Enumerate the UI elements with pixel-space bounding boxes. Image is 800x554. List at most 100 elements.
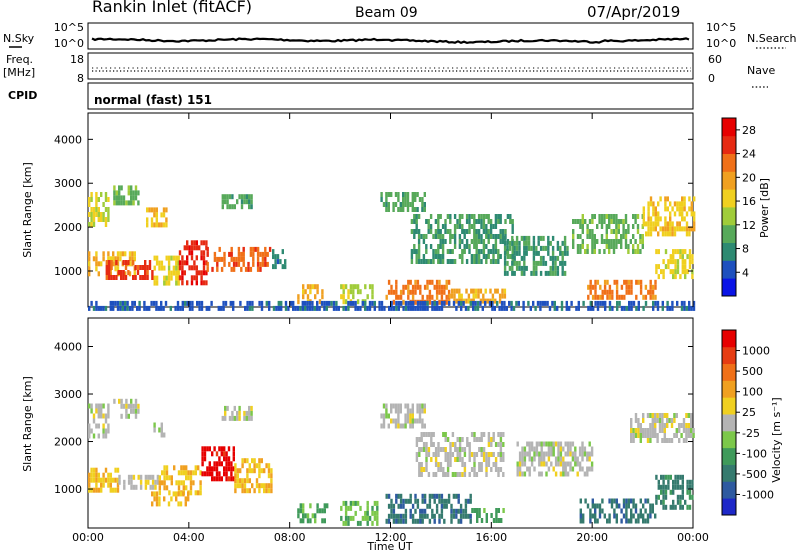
range-cell (417, 214, 421, 219)
range-cell (559, 245, 562, 251)
range-cell (321, 294, 324, 300)
range-cell (473, 214, 476, 219)
range-cell (672, 259, 675, 265)
range-cell (201, 461, 204, 467)
range-cell (556, 270, 560, 276)
range-cell (97, 477, 100, 483)
range-cell (666, 221, 669, 227)
range-cell (146, 217, 149, 223)
range-cell (208, 446, 211, 452)
range-cell (97, 197, 100, 202)
range-cell (636, 224, 640, 229)
range-cell (615, 224, 618, 229)
range-cell (603, 513, 606, 519)
range-cell (104, 192, 108, 197)
range-cell (630, 433, 633, 438)
range-cell (378, 305, 381, 311)
range-cell (153, 275, 156, 281)
range-cell (496, 300, 499, 306)
range-cell (172, 270, 176, 276)
range-cell (625, 518, 628, 524)
range-cell (656, 418, 659, 423)
range-cell (280, 305, 283, 311)
range-cell (366, 520, 369, 526)
range-cell (473, 467, 476, 472)
range-cell (499, 214, 502, 219)
range-cell (501, 229, 505, 234)
range-cell (177, 470, 181, 476)
range-cell (657, 484, 660, 490)
range-cell (539, 270, 543, 276)
range-cell (226, 204, 229, 210)
range-cell (144, 270, 147, 275)
range-cell (136, 270, 140, 275)
range-cell (615, 279, 619, 285)
range-cell (383, 305, 386, 311)
range-cell (366, 305, 369, 311)
range-cell (415, 254, 418, 259)
range-cell (482, 239, 486, 244)
range-cell (395, 279, 398, 285)
range-cell (492, 462, 495, 467)
range-cell (530, 270, 533, 276)
range-cell (600, 214, 604, 219)
range-cell (608, 498, 611, 504)
range-cell (444, 432, 447, 437)
range-cell (630, 418, 633, 423)
range-cell (95, 487, 98, 493)
range-cell (608, 249, 611, 254)
range-cell (100, 482, 103, 488)
range-cell (102, 217, 105, 222)
range-cell (441, 224, 445, 229)
range-cell (167, 280, 171, 286)
range-cell (151, 484, 155, 490)
range-cell (545, 461, 548, 467)
range-cell (191, 305, 194, 311)
range-cell (411, 202, 414, 207)
range-cell (502, 452, 505, 457)
range-cell (309, 284, 312, 290)
range-cell (627, 244, 630, 249)
range-cell (494, 457, 498, 462)
range-cell (102, 256, 105, 262)
range-cell (352, 300, 355, 306)
range-cell (518, 451, 522, 457)
range-cell (681, 216, 684, 222)
range-cell (651, 503, 654, 509)
range-cell (435, 284, 439, 290)
range-cell (461, 229, 464, 234)
range-cell (127, 403, 130, 409)
range-cell (490, 513, 493, 518)
x-tick-label: 08:00 (274, 531, 306, 544)
range-cell (523, 265, 526, 271)
range-cell (419, 289, 422, 295)
range-cell (540, 446, 543, 452)
x-tick-label: 00:00 (72, 531, 104, 544)
range-cell (669, 254, 672, 260)
range-cell (417, 249, 421, 254)
range-cell (238, 405, 241, 411)
range-cell (516, 471, 519, 477)
range-cell (418, 408, 422, 414)
range-cell (138, 300, 141, 306)
range-cell (589, 518, 592, 524)
range-cell (679, 274, 682, 280)
range-cell (201, 451, 204, 457)
range-cell (128, 261, 132, 267)
range-cell (467, 498, 470, 504)
range-cell (427, 229, 430, 234)
range-cell (549, 255, 552, 261)
range-cell (215, 451, 219, 457)
range-cell (446, 229, 450, 234)
range-cell (193, 240, 196, 246)
range-cell (480, 447, 483, 452)
range-cell (246, 488, 249, 494)
range-cell (399, 289, 403, 295)
range-cell (637, 513, 640, 519)
range-cell (652, 305, 655, 311)
range-cell (380, 300, 384, 306)
range-cell (452, 508, 456, 514)
range-cell (118, 200, 121, 206)
range-cell (566, 250, 569, 256)
range-cell (680, 305, 684, 311)
